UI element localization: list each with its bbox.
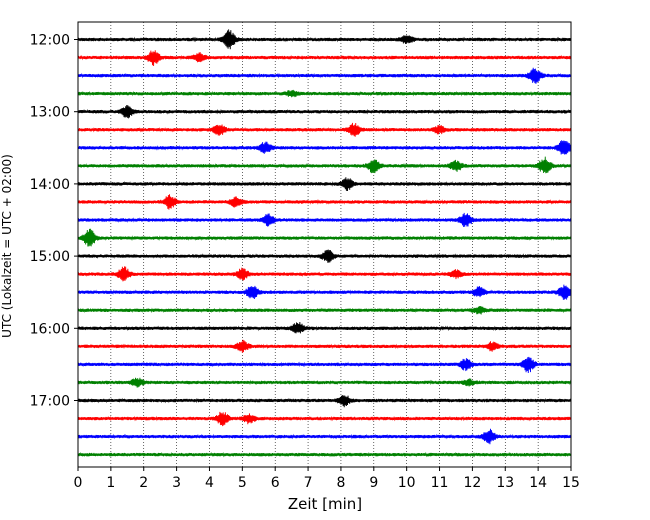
x-axis-label: Zeit [min] xyxy=(288,495,362,513)
y-tick-label: 16:00 xyxy=(30,321,70,337)
seismic-trace xyxy=(77,67,572,84)
plot-frame xyxy=(77,21,572,468)
x-tick-label: 3 xyxy=(172,475,181,491)
x-tick-label: 11 xyxy=(431,475,449,491)
x-tick-label: 15 xyxy=(562,475,580,491)
grid-lines xyxy=(110,22,539,467)
y-tick-label: 12:00 xyxy=(30,33,70,49)
x-tick-label: 7 xyxy=(304,475,313,491)
seismic-trace xyxy=(77,228,572,247)
seismic-trace xyxy=(77,284,572,300)
seismic-traces xyxy=(77,29,572,458)
seismic-trace xyxy=(77,451,572,458)
y-tick-label: 13:00 xyxy=(30,105,70,121)
x-tick-label: 6 xyxy=(271,475,280,491)
seismic-trace xyxy=(77,356,572,373)
seismic-trace xyxy=(77,411,572,427)
seismic-trace xyxy=(77,339,572,353)
seismic-trace xyxy=(77,321,572,334)
seismic-trace xyxy=(77,177,572,192)
seismic-trace xyxy=(77,104,572,119)
x-tick-label: 5 xyxy=(238,475,247,491)
x-tick-label: 1 xyxy=(106,475,115,491)
y-axis-ticks: 12:00 13:00 14:00 15:00 16:00 17:00 xyxy=(30,33,78,410)
seismic-trace xyxy=(77,377,572,388)
seismic-trace xyxy=(77,122,572,137)
seismic-trace xyxy=(77,29,572,50)
seismic-trace xyxy=(77,89,572,98)
seismic-trace xyxy=(77,428,572,445)
seismic-trace xyxy=(77,156,572,174)
y-tick-label: 15:00 xyxy=(30,249,70,265)
seismic-trace xyxy=(77,194,572,210)
seismic-trace xyxy=(77,249,572,263)
seismic-trace xyxy=(77,140,572,155)
y-tick-label: 14:00 xyxy=(30,177,70,193)
y-axis-label: UTC (Lokalzeit = UTC + 02:00) xyxy=(0,154,14,338)
seismic-trace xyxy=(77,50,572,67)
x-axis-ticks: 0 1 2 3 4 5 6 7 8 9 10 11 12 13 14 15 xyxy=(74,467,580,491)
y-tick-label: 17:00 xyxy=(30,394,70,410)
x-tick-label: 14 xyxy=(529,475,547,491)
x-tick-label: 2 xyxy=(139,475,148,491)
seismic-trace xyxy=(77,266,572,282)
x-tick-label: 4 xyxy=(205,475,214,491)
seismic-trace xyxy=(77,306,572,315)
x-tick-label: 12 xyxy=(463,475,481,491)
x-tick-label: 9 xyxy=(369,475,378,491)
x-tick-label: 13 xyxy=(496,475,514,491)
x-tick-label: 10 xyxy=(398,475,416,491)
seismic-trace xyxy=(77,212,572,227)
x-tick-label: 8 xyxy=(336,475,345,491)
seismic-trace xyxy=(77,395,572,408)
x-tick-label: 0 xyxy=(74,475,83,491)
